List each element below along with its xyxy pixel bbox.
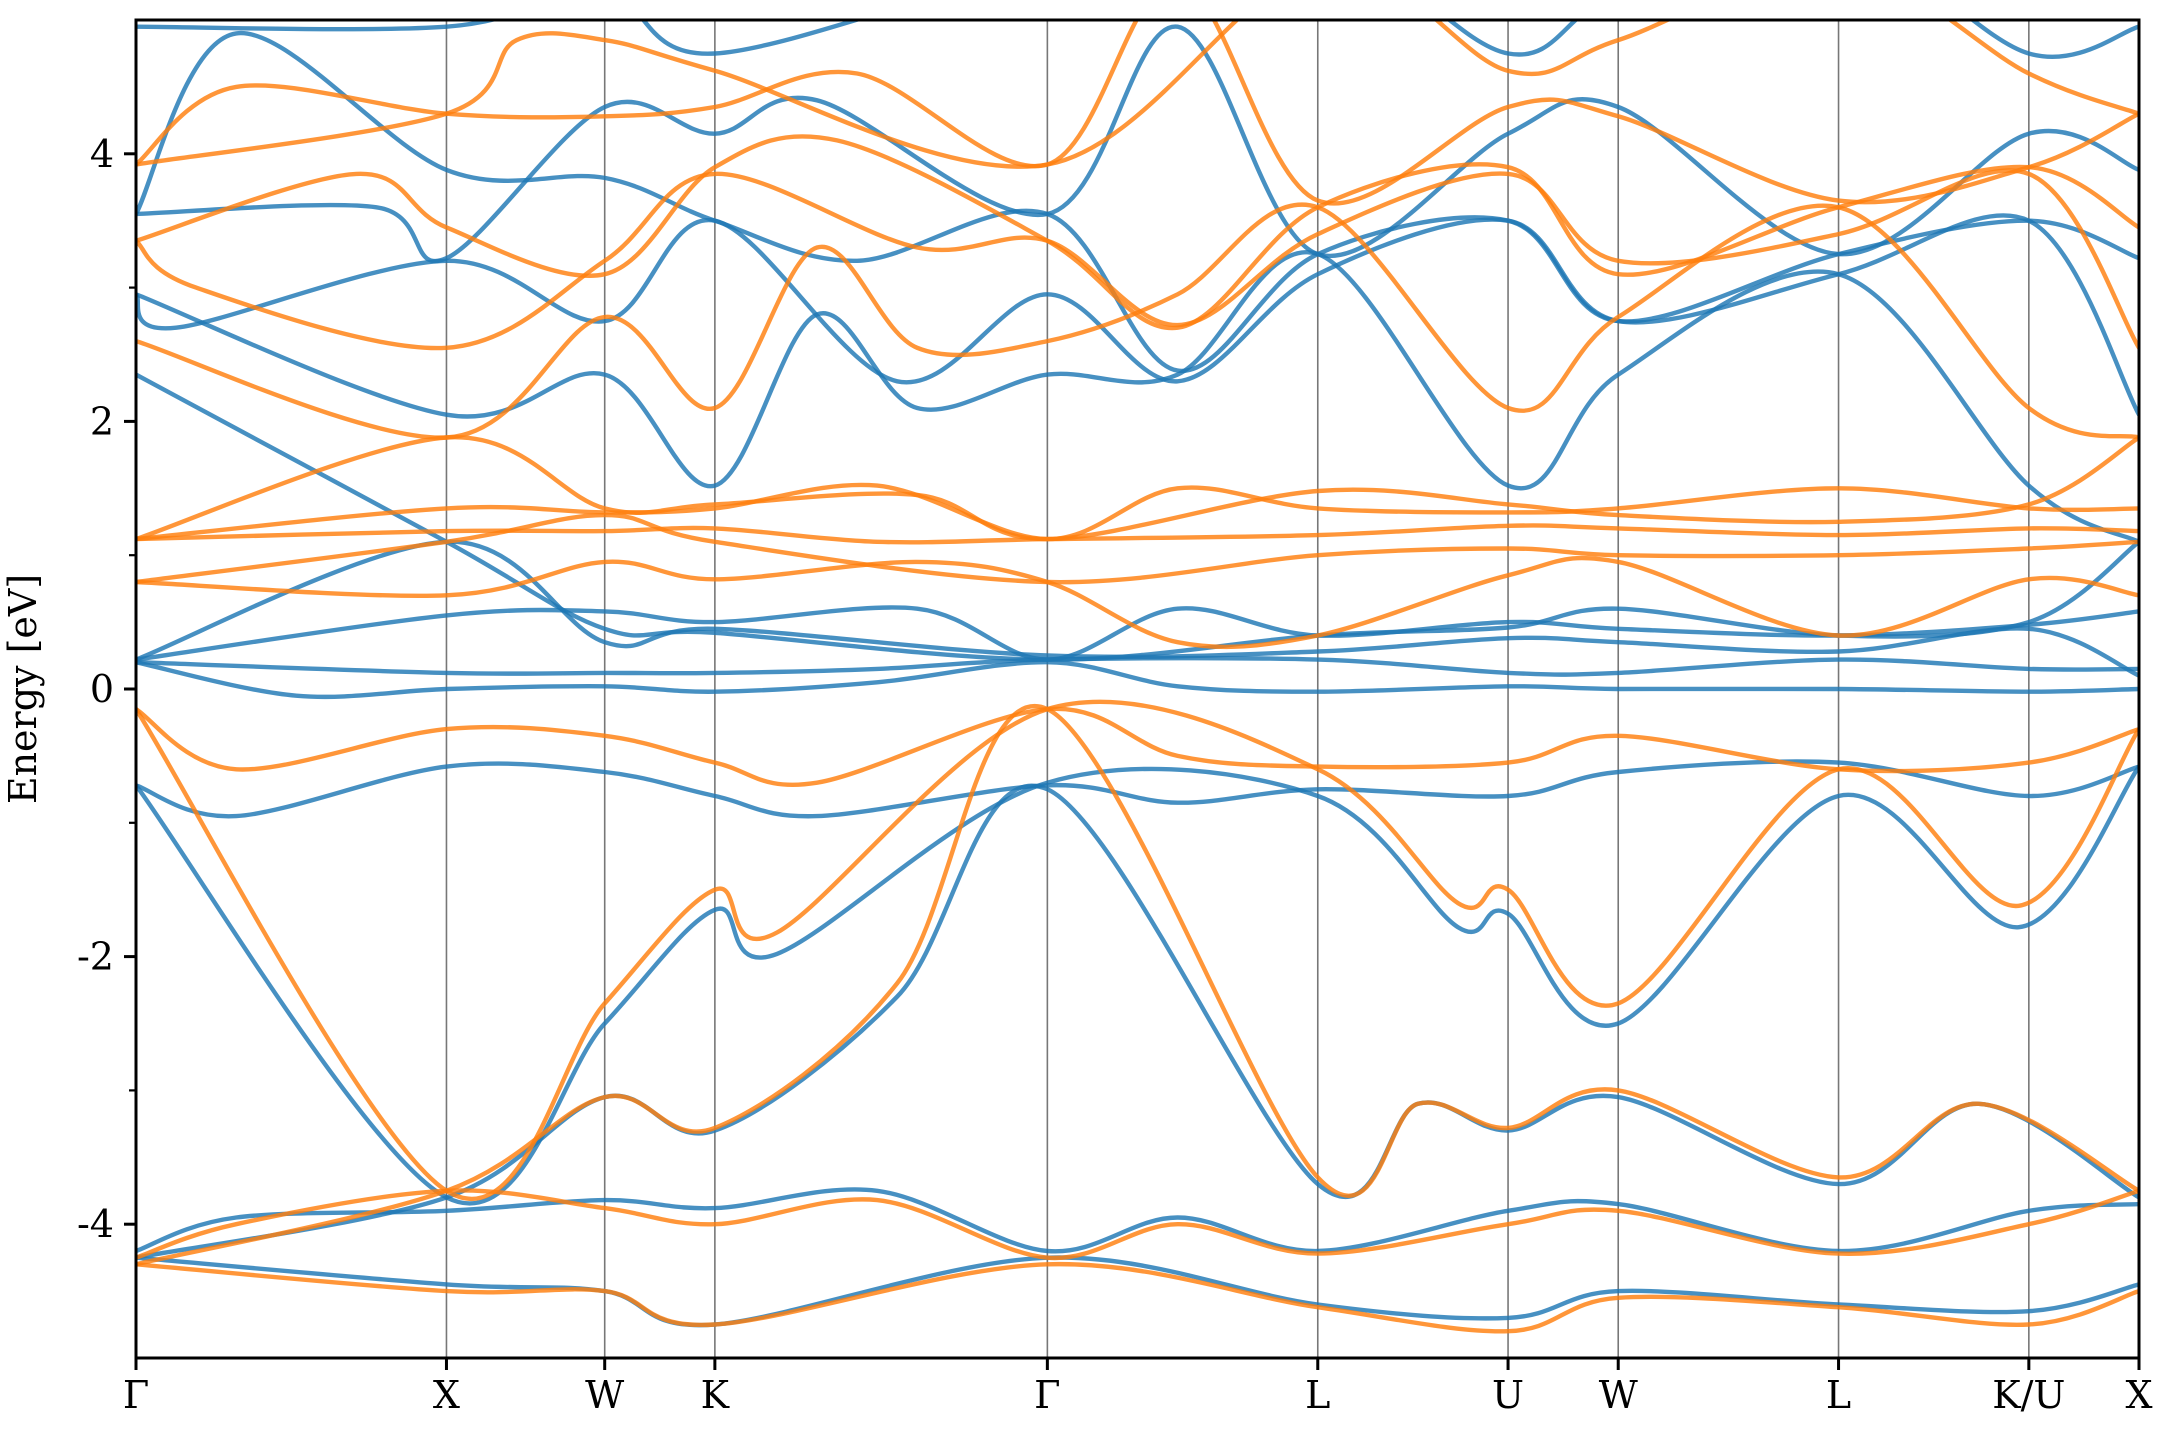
band-line — [136, 539, 2139, 678]
x-tick-label: L — [1826, 1373, 1851, 1417]
band-line — [136, 249, 2139, 544]
y-axis: 4 2 0 -2 -4 — [77, 132, 136, 1246]
band-line — [136, 1187, 2139, 1254]
band-line — [136, 512, 2139, 585]
band-line — [136, 759, 2139, 819]
band-line — [136, 435, 2139, 542]
band-line — [136, 134, 2139, 331]
band-line — [136, 213, 2139, 417]
band-line — [136, 1261, 2139, 1334]
band-line — [136, 1255, 2139, 1328]
x-tick-label: W — [585, 1373, 624, 1417]
y-tick-label: -4 — [77, 1202, 114, 1246]
y-tick-label: 2 — [90, 399, 114, 443]
band-line — [136, 706, 2139, 788]
band-lines — [136, 20, 2139, 1334]
band-line — [136, 704, 2139, 1267]
band-line — [136, 764, 2139, 1206]
y-tick-label: 0 — [90, 667, 114, 711]
x-tick-label: X — [2125, 1373, 2152, 1417]
band-line — [136, 523, 2139, 545]
x-axis: Γ X W K Γ L U W L K/U X — [123, 1358, 2153, 1417]
y-axis-label: Energy [eV] — [1, 574, 45, 804]
x-tick-label: K/U — [1992, 1373, 2065, 1417]
y-tick-label: 4 — [90, 132, 114, 176]
x-tick-label: U — [1492, 1373, 1524, 1417]
x-tick-label: X — [433, 1373, 460, 1417]
y-tick-label: -2 — [77, 935, 114, 979]
band-line — [136, 1188, 2139, 1261]
band-line — [136, 168, 2139, 351]
band-line — [136, 20, 2139, 169]
band-line — [136, 31, 2139, 373]
band-line — [136, 20, 2139, 206]
band-line — [136, 482, 2139, 542]
x-tick-label: W — [1599, 1373, 1638, 1417]
band-line — [136, 659, 2139, 700]
band-line — [136, 24, 2139, 264]
x-tick-label: Γ — [123, 1373, 149, 1417]
x-tick-label: L — [1305, 1373, 1330, 1417]
x-tick-label: Γ — [1034, 1373, 1060, 1417]
band-series — [136, 20, 2139, 1334]
x-tick-label: K — [701, 1373, 730, 1417]
band-line — [136, 555, 2139, 650]
